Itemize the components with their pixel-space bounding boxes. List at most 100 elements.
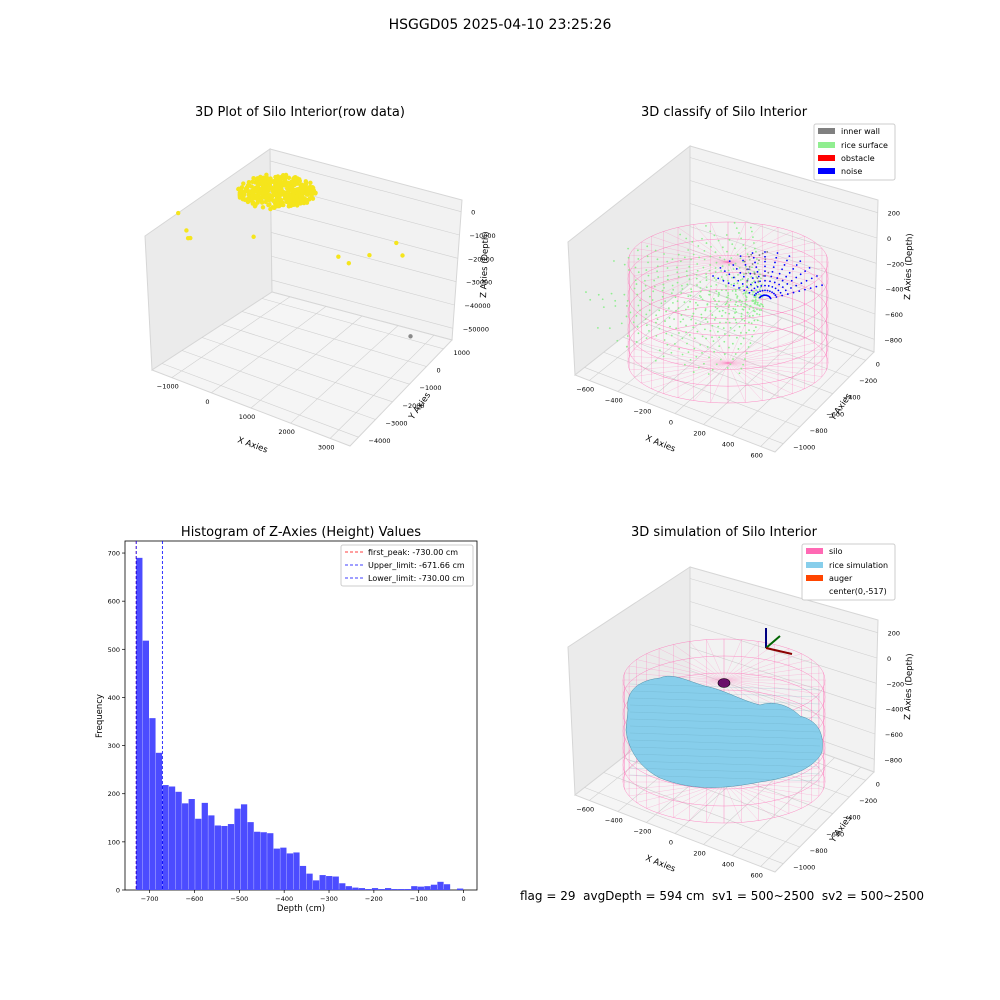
grid-line-z <box>689 601 878 659</box>
noise-point <box>781 268 783 271</box>
rice-surface-point <box>645 324 648 327</box>
rice-surface-point <box>753 329 755 332</box>
grid-line-x <box>329 334 435 439</box>
rice-surface-point <box>709 264 712 266</box>
rice-surface-point <box>657 276 660 278</box>
rice-surface-point <box>684 308 687 311</box>
rice-surface-point <box>758 269 760 271</box>
rice-surface-point <box>706 303 709 305</box>
raw-outlier-point <box>394 240 399 246</box>
raw-grid <box>161 160 462 439</box>
mesh-line <box>629 774 821 782</box>
rice-surface-point <box>629 311 632 314</box>
legend-label-inner-wall: inner wall <box>841 127 880 136</box>
rice-surface-point <box>731 243 734 246</box>
rice-surface-point <box>754 247 756 250</box>
inner-wall-point <box>753 273 756 275</box>
rice-surface-point <box>675 309 677 312</box>
rice-surface-point <box>695 355 698 358</box>
raw-cluster-point <box>272 199 277 204</box>
raw-cluster-point <box>237 192 242 197</box>
rice-surface-point <box>626 299 629 302</box>
x-tick-label: 1000 <box>239 413 256 421</box>
rice-surface-point <box>749 342 752 345</box>
rice-surface-point <box>636 293 639 296</box>
rice-surface-point <box>753 271 756 273</box>
auger-axes <box>765 628 793 655</box>
legend-label-upper-limit: Upper_limit: -671.66 cm <box>368 561 465 570</box>
classify-plot-title: 3D classify of Silo Interior <box>641 105 808 120</box>
rice-surface-point <box>758 293 760 296</box>
rice-surface-point <box>740 367 743 370</box>
rice-surface-point <box>736 253 739 256</box>
rice-surface-point <box>721 309 724 312</box>
rice-surface-point <box>701 335 704 338</box>
rice-surface-point <box>696 330 699 333</box>
silo-roof-spoke <box>646 653 725 681</box>
silo-roof-spoke <box>727 261 822 276</box>
rice-surface-point <box>730 283 733 286</box>
rice-surface-point <box>721 315 723 317</box>
rice-surface-point <box>742 285 744 288</box>
mesh-line <box>629 725 821 733</box>
rice-surface-point <box>731 276 733 279</box>
noise-point <box>775 256 778 259</box>
simulation-legend: silo rice simulation auger center(0,-517… <box>801 543 896 601</box>
rice-surface-point <box>628 269 630 271</box>
rice-surface-point <box>717 295 720 297</box>
noise-point <box>759 290 762 293</box>
silo-roof-spoke <box>641 241 729 263</box>
rice-surface-point <box>678 332 680 334</box>
legend-swatch-inner-wall <box>818 128 835 134</box>
rice-surface-point <box>648 309 651 312</box>
rice-surface-point <box>740 237 743 240</box>
rice-surface-point <box>744 294 747 297</box>
noise-point <box>777 289 780 292</box>
rice-surface-point <box>711 324 714 327</box>
z-tick-label: −400 <box>886 706 904 714</box>
x-tick-label: 3000 <box>318 443 335 451</box>
silo-floor-spoke <box>689 781 725 821</box>
inner-wall-point <box>762 274 765 277</box>
silo-floor-spoke <box>727 362 827 371</box>
histogram-bar <box>214 825 222 890</box>
rice-surface-point <box>676 266 678 269</box>
noise-point <box>781 294 784 297</box>
rice-surface-point <box>655 334 658 337</box>
rice-surface-point <box>756 301 759 304</box>
rice-surface-point <box>639 309 641 312</box>
rice-surface-point <box>705 279 708 282</box>
histogram-bar <box>457 888 464 890</box>
rice-surface-point <box>732 268 735 270</box>
x-tick-label: −200 <box>633 408 651 416</box>
rice-surface-point <box>717 325 720 328</box>
silo-roof-spoke <box>634 261 729 276</box>
rice-surface-point <box>715 363 718 366</box>
rice-surface-point <box>745 303 748 306</box>
silo-floor-spoke <box>677 362 729 398</box>
histogram-bar <box>149 718 156 890</box>
rice-surface-point <box>718 336 721 339</box>
legend-swatch-rice-simulation <box>806 562 823 568</box>
rice-surface-point <box>701 298 704 301</box>
raw-cluster-point <box>250 179 255 185</box>
rice-surface-point <box>678 347 681 350</box>
noise-point <box>756 285 759 288</box>
rice-surface-point <box>725 274 728 276</box>
rice-surface-point <box>672 288 675 291</box>
rice-surface-point <box>632 321 635 324</box>
silo-floor-spoke <box>634 362 729 377</box>
rice-surface-point <box>743 273 745 276</box>
rice-surface-point <box>691 315 694 318</box>
noise-point <box>743 289 746 292</box>
rice-surface-point <box>658 309 661 312</box>
z-tick-label: 200 <box>888 210 900 218</box>
rice-surface-point <box>752 307 755 309</box>
y-tick-label: −600 <box>826 830 844 838</box>
rice-surface-point <box>700 313 703 316</box>
silo-floor-spoke <box>629 355 729 364</box>
classify-y-axis-label: Y Axies <box>828 391 855 423</box>
rice-surface-point <box>734 288 737 291</box>
silo-roof-spoke <box>727 224 763 263</box>
silo-floor-spoke <box>710 323 729 364</box>
